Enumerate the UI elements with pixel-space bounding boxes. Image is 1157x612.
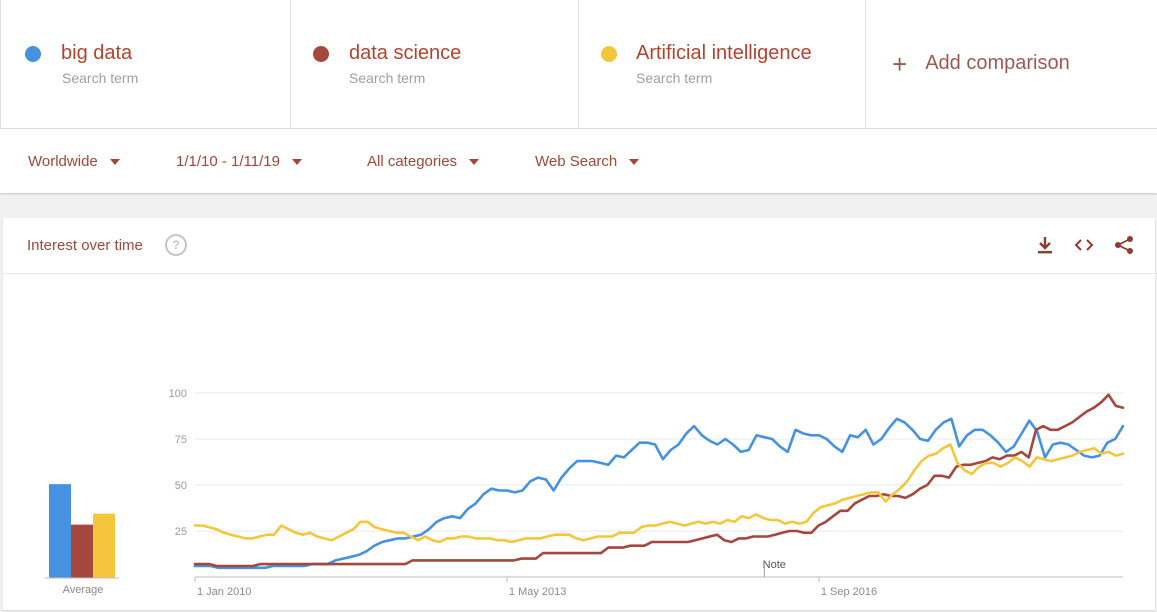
plus-icon: + <box>892 48 908 79</box>
card-title: Interest over time <box>27 237 143 254</box>
embed-icon[interactable] <box>1073 234 1095 256</box>
series-color-dot <box>313 46 329 62</box>
add-comparison-cell <box>865 0 1157 128</box>
caret-down-icon <box>629 158 640 165</box>
series-line-artificial-intelligence <box>193 443 1125 544</box>
average-bars: Average <box>45 484 119 596</box>
term-subtitle: Search term <box>62 70 139 86</box>
term-big-data[interactable]: big data Search term <box>0 0 290 128</box>
search-property-label: Web Search <box>535 153 618 170</box>
caret-down-icon <box>291 158 302 165</box>
average-label: Average <box>63 584 104 596</box>
term-data-science[interactable]: data science Search term <box>290 0 578 128</box>
y-tick-label: 25 <box>175 526 187 538</box>
interest-over-time-card: Interest over time ? Average 25 50 75 100 1… <box>3 218 1155 610</box>
share-icon[interactable] <box>1113 234 1135 256</box>
category-label: All categories <box>367 153 458 170</box>
term-artificial-intelligence[interactable]: Artificial intelligence Search term <box>578 0 865 128</box>
filter-bar: Worldwide 1/1/10 - 1/11/19 All categorie… <box>0 129 1157 193</box>
note-label: Note <box>763 559 786 571</box>
term-name: big data <box>61 42 133 64</box>
y-tick-label: 100 <box>169 388 187 400</box>
search-property-dropdown[interactable]: Web Search <box>535 153 640 170</box>
help-icon[interactable]: ? <box>165 234 187 256</box>
x-tick-label: 1 May 2013 <box>509 586 566 598</box>
comparison-bar: big data Search term data science Search… <box>0 0 1157 129</box>
y-tick-label: 50 <box>175 480 187 492</box>
y-tick-label: 75 <box>175 434 187 446</box>
caret-down-icon <box>469 158 480 165</box>
time-range-label: 1/1/10 - 1/11/19 <box>176 153 280 170</box>
series-line-big-data <box>193 417 1125 570</box>
chart-grid: 25 50 75 100 <box>169 388 1123 578</box>
add-comparison-label: Add comparison <box>925 52 1070 74</box>
term-subtitle: Search term <box>636 70 713 86</box>
term-name: data science <box>349 42 462 64</box>
series-color-dot <box>25 46 41 62</box>
average-bar-2 <box>93 513 115 578</box>
x-tick-label: 1 Sep 2016 <box>821 586 877 598</box>
average-bar-0 <box>49 484 71 578</box>
series-line-data-science <box>193 393 1125 568</box>
term-subtitle: Search term <box>349 70 426 86</box>
average-bar-1 <box>71 524 93 578</box>
card-header: Interest over time ? <box>3 218 1155 274</box>
x-tick-label: 1 Jan 2010 <box>197 586 251 598</box>
x-axis: 1 Jan 2010 1 May 2013 1 Sep 2016 Note <box>194 559 877 598</box>
series-color-dot <box>601 46 617 62</box>
caret-down-icon <box>109 158 120 165</box>
download-icon[interactable] <box>1034 234 1056 256</box>
series-lines <box>193 393 1125 570</box>
term-name: Artificial intelligence <box>636 42 812 64</box>
time-range-dropdown[interactable]: 1/1/10 - 1/11/19 <box>176 153 302 170</box>
region-label: Worldwide <box>28 153 98 170</box>
add-comparison-button[interactable]: + Add comparison <box>892 48 1070 79</box>
region-dropdown[interactable]: Worldwide <box>28 153 120 170</box>
category-dropdown[interactable]: All categories <box>367 153 480 170</box>
